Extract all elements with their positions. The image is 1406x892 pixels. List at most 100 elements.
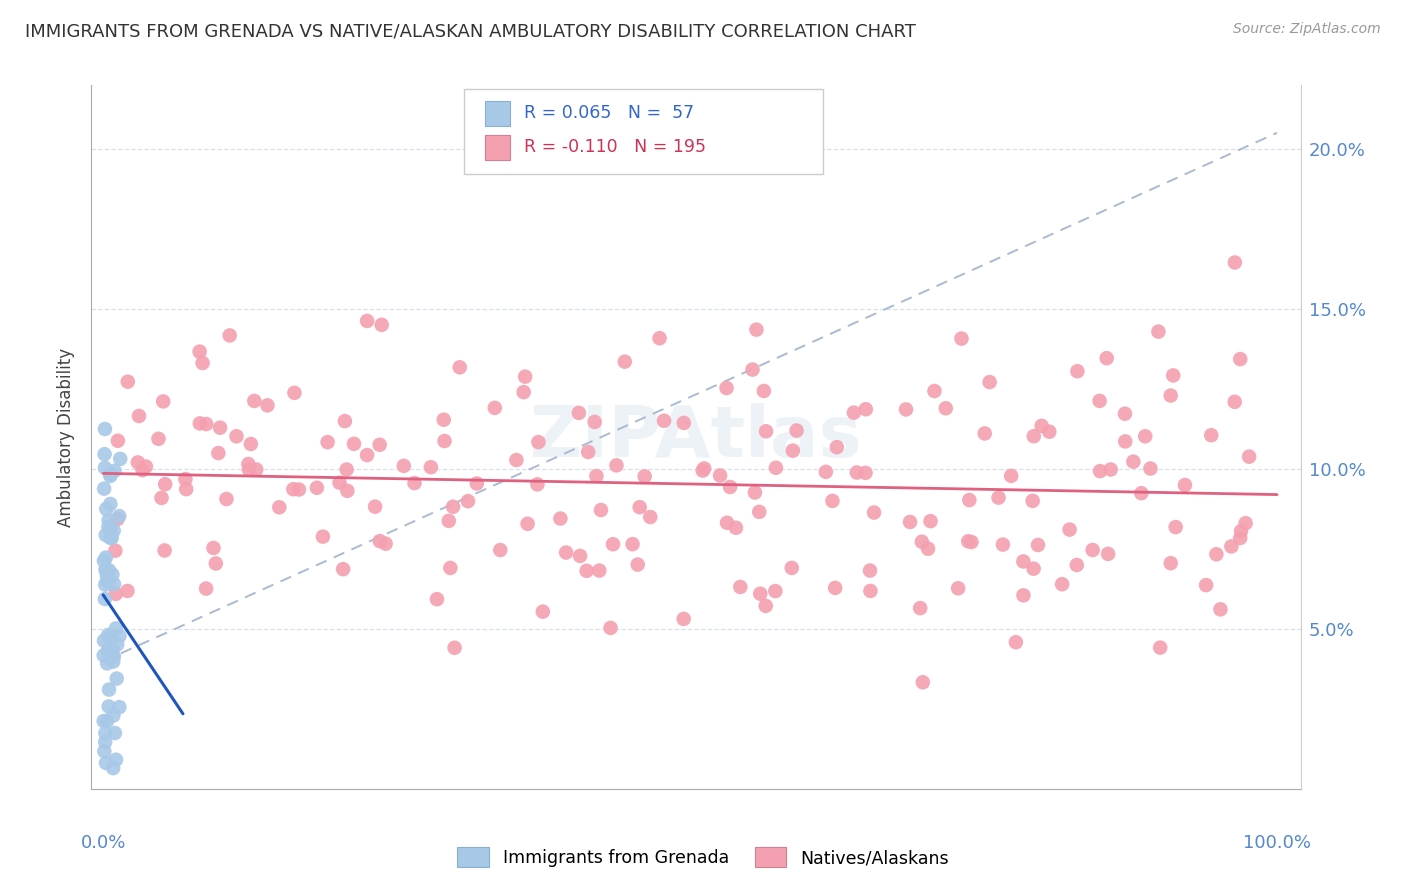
- Point: [957, 493, 980, 508]
- Point: [1038, 425, 1060, 439]
- Point: [1000, 468, 1022, 483]
- Point: [117, 583, 139, 598]
- Point: [859, 564, 882, 578]
- Point: [1147, 325, 1170, 339]
- Point: [569, 549, 592, 563]
- Point: [1031, 418, 1053, 433]
- Point: [588, 564, 610, 578]
- Point: [1088, 464, 1111, 478]
- Point: [709, 468, 731, 483]
- Point: [433, 434, 456, 448]
- Point: [103, 708, 125, 723]
- Point: [1114, 407, 1136, 421]
- Point: [516, 516, 538, 531]
- Point: [107, 512, 129, 526]
- Point: [465, 476, 488, 491]
- Point: [716, 381, 738, 395]
- Point: [599, 621, 621, 635]
- Point: [1174, 478, 1197, 492]
- Point: [127, 455, 149, 469]
- Point: [749, 587, 772, 601]
- Point: [755, 425, 778, 439]
- Point: [763, 584, 786, 599]
- Point: [911, 675, 934, 690]
- Point: [437, 514, 460, 528]
- Point: [364, 500, 387, 514]
- Point: [283, 385, 305, 400]
- Point: [97, 699, 120, 714]
- Point: [103, 655, 125, 669]
- Point: [332, 562, 354, 576]
- Point: [97, 573, 120, 587]
- Point: [991, 538, 1014, 552]
- Point: [979, 375, 1001, 389]
- Point: [780, 561, 803, 575]
- Point: [1223, 255, 1246, 269]
- Point: [1114, 434, 1136, 449]
- Point: [824, 581, 846, 595]
- Point: [752, 384, 775, 398]
- Point: [730, 580, 752, 594]
- Point: [100, 497, 122, 511]
- Point: [898, 515, 921, 529]
- Point: [110, 451, 132, 466]
- Point: [449, 360, 471, 375]
- Point: [94, 528, 117, 542]
- Point: [239, 437, 262, 451]
- Point: [105, 621, 128, 635]
- Point: [101, 642, 124, 657]
- Point: [94, 726, 117, 740]
- Point: [1135, 429, 1157, 443]
- Legend: Immigrants from Grenada, Natives/Alaskans: Immigrants from Grenada, Natives/Alaskan…: [450, 840, 956, 874]
- Point: [613, 354, 636, 368]
- Point: [94, 422, 117, 436]
- Point: [1164, 520, 1187, 534]
- Point: [100, 521, 122, 535]
- Point: [101, 761, 124, 775]
- Point: [93, 744, 115, 758]
- Point: [103, 524, 125, 538]
- Point: [825, 440, 848, 454]
- Point: [150, 491, 173, 505]
- Point: [950, 332, 973, 346]
- Point: [202, 541, 225, 555]
- Point: [100, 467, 122, 482]
- Point: [419, 460, 441, 475]
- Point: [924, 384, 946, 398]
- Point: [103, 648, 125, 663]
- Point: [634, 469, 657, 483]
- Text: 100.0%: 100.0%: [1243, 834, 1310, 852]
- Point: [100, 629, 122, 643]
- Point: [526, 477, 548, 491]
- Point: [104, 726, 127, 740]
- Point: [628, 500, 651, 515]
- Point: [215, 491, 238, 506]
- Point: [128, 409, 150, 423]
- Point: [1229, 531, 1251, 545]
- Point: [1088, 393, 1111, 408]
- Point: [312, 530, 335, 544]
- Point: [433, 413, 456, 427]
- Text: R = 0.065   N =  57: R = 0.065 N = 57: [524, 104, 695, 122]
- Point: [1012, 588, 1035, 602]
- Point: [1122, 455, 1144, 469]
- Point: [1220, 540, 1243, 554]
- Point: [336, 483, 359, 498]
- Point: [152, 394, 174, 409]
- Point: [94, 460, 117, 475]
- Point: [1161, 368, 1184, 383]
- Point: [550, 511, 572, 525]
- Point: [135, 459, 157, 474]
- Point: [1237, 450, 1260, 464]
- Point: [174, 472, 197, 486]
- Point: [104, 543, 127, 558]
- Point: [672, 416, 695, 430]
- Point: [745, 323, 768, 337]
- Point: [1022, 429, 1045, 443]
- Point: [741, 362, 763, 376]
- Point: [1230, 524, 1253, 538]
- Point: [243, 393, 266, 408]
- Point: [100, 531, 122, 545]
- Point: [821, 494, 844, 508]
- Point: [98, 682, 121, 697]
